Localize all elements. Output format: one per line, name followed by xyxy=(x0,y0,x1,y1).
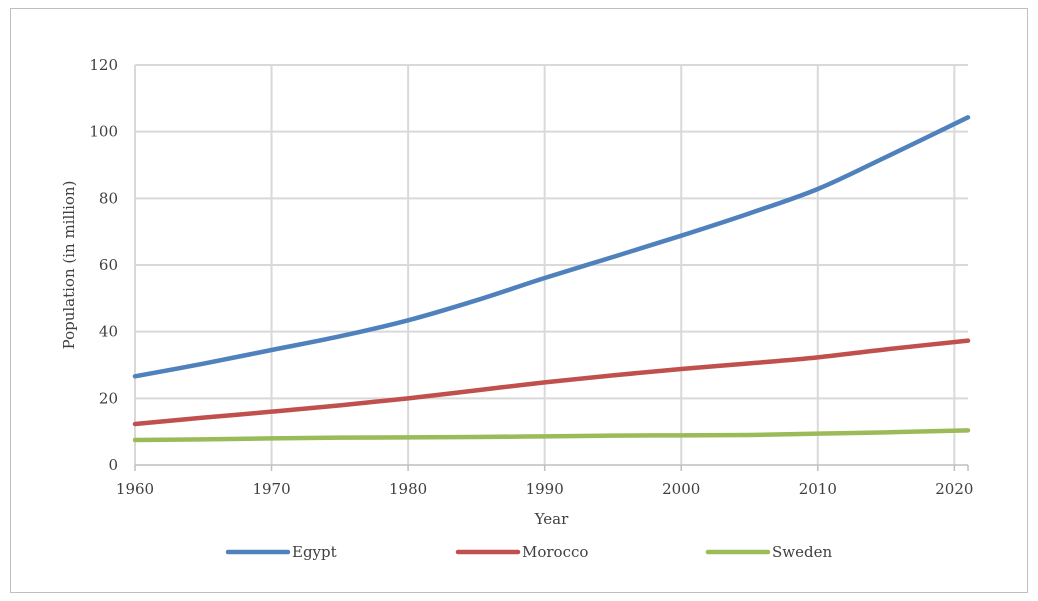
series-line-egypt xyxy=(132,115,971,379)
x-tick-label: 2020 xyxy=(935,480,973,498)
x-tick-label: 2010 xyxy=(799,480,837,498)
y-tick-label: 20 xyxy=(99,389,118,407)
x-tick-label: 1990 xyxy=(526,480,564,498)
y-tick-label: 0 xyxy=(108,456,118,474)
y-tick-label: 120 xyxy=(89,56,118,74)
y-tick-label: 100 xyxy=(89,123,118,141)
legend-label-morocco: Morocco xyxy=(522,543,588,561)
x-tick-label: 1960 xyxy=(116,480,154,498)
x-axis-title: Year xyxy=(534,510,569,528)
chart-frame xyxy=(10,8,1028,593)
series-layer xyxy=(132,115,971,443)
grid-layer xyxy=(134,64,969,471)
series-line-sweden xyxy=(132,428,971,443)
x-tick-label: 1980 xyxy=(389,480,427,498)
x-tick-label: 2000 xyxy=(662,480,700,498)
y-tick-label: 40 xyxy=(99,323,118,341)
legend-label-egypt: Egypt xyxy=(292,543,337,561)
y-axis-title: Population (in million) xyxy=(60,181,78,350)
y-tick-label: 80 xyxy=(99,189,118,207)
legend: Egypt Morocco Sweden xyxy=(225,543,832,561)
legend-label-sweden: Sweden xyxy=(772,543,832,561)
y-tick-label: 60 xyxy=(99,256,118,274)
x-tick-label: 1970 xyxy=(252,480,290,498)
tick-labels: 0 20 40 60 80 100 120 1960 1970 1980 1990 2000 2010 2… xyxy=(89,56,973,498)
series-line-morocco xyxy=(132,338,971,427)
